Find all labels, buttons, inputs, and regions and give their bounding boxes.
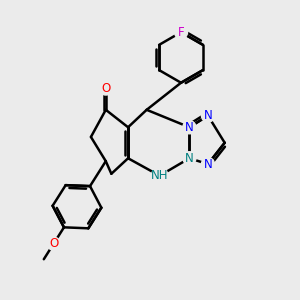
Circle shape	[183, 152, 196, 165]
Text: N: N	[185, 121, 194, 134]
Text: NH: NH	[151, 169, 168, 182]
Circle shape	[47, 237, 60, 250]
Text: O: O	[49, 237, 58, 250]
Text: N: N	[204, 109, 212, 122]
Circle shape	[175, 26, 188, 39]
Circle shape	[99, 82, 112, 95]
Text: N: N	[185, 152, 194, 165]
Text: N: N	[204, 158, 212, 171]
Text: O: O	[101, 82, 110, 95]
Circle shape	[151, 167, 168, 184]
Circle shape	[201, 109, 214, 122]
Text: F: F	[178, 26, 184, 39]
Circle shape	[183, 121, 196, 134]
Circle shape	[201, 158, 214, 171]
